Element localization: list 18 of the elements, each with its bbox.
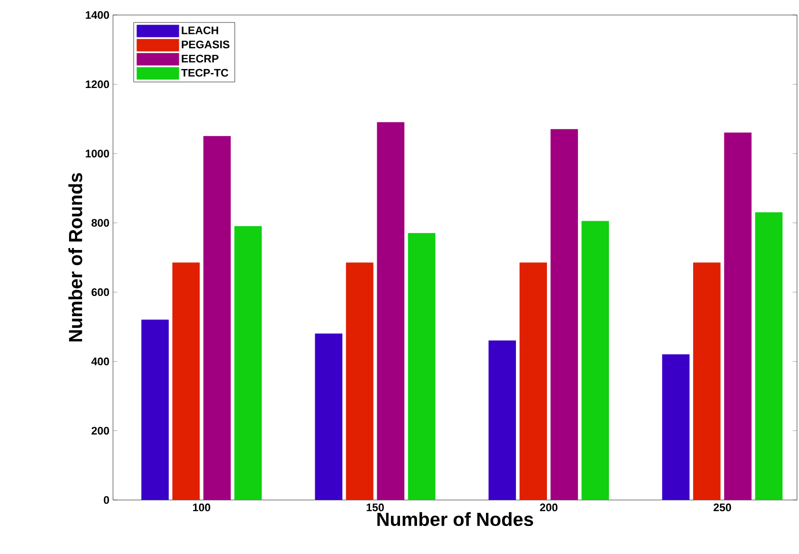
legend-label: LEACH xyxy=(182,26,218,34)
y-axis-title: Number of Rounds xyxy=(68,173,82,342)
x-tick-label: 100 xyxy=(193,504,210,512)
y-tick-label: 800 xyxy=(92,218,110,227)
x-tick-label: 150 xyxy=(366,504,384,512)
x-tick-label: 200 xyxy=(540,504,558,512)
legend-label: PEGASIS xyxy=(182,40,230,48)
y-tick-label: 1000 xyxy=(86,150,110,158)
y-tick-label: 0 xyxy=(104,496,110,504)
y-tick-label: 600 xyxy=(92,288,110,296)
legend-label: EECRP xyxy=(182,54,218,62)
y-tick-label: 200 xyxy=(92,426,110,435)
x-tick-label: 250 xyxy=(714,504,732,512)
y-tick-label: 1400 xyxy=(86,11,110,19)
y-tick-label: 1200 xyxy=(86,80,110,88)
legend-label: TECP-TC xyxy=(181,68,228,77)
x-axis-title: Number of Nodes xyxy=(377,512,534,526)
y-tick-label: 400 xyxy=(91,358,110,366)
